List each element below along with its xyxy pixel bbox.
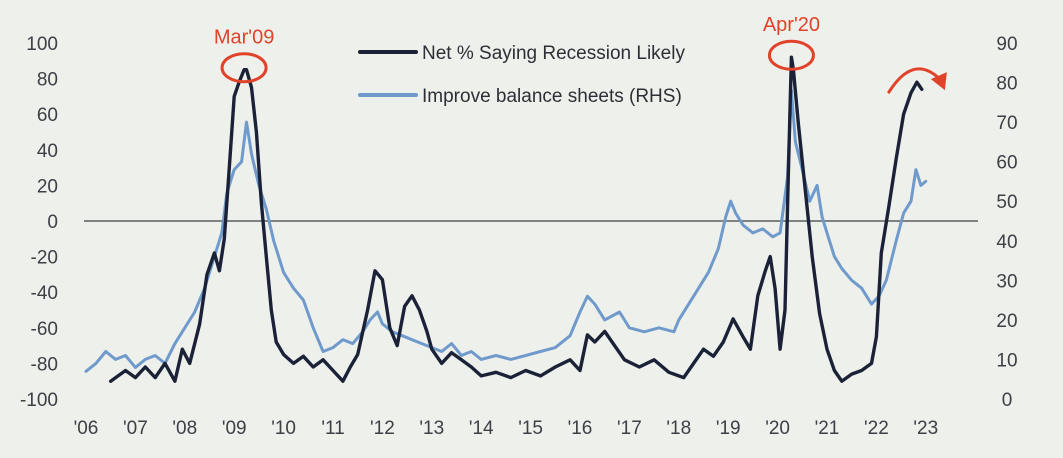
x-tick-label: '23 [913,418,938,439]
x-tick-label: '09 [222,418,247,439]
y-left-tick-label: -40 [31,283,58,304]
series-group [84,55,928,383]
y-right-tick-label: 60 [996,153,1017,174]
x-tick-label: '10 [271,418,296,439]
annotation-label: Mar'09 [214,27,275,49]
y-left-tick-label: 20 [37,176,58,197]
y-left-tick-label: -20 [31,248,58,269]
y-left-tick-label: 100 [26,34,58,55]
x-tick-label: '19 [716,418,741,439]
annotation-arrowhead [930,72,947,91]
y-right-tick-label: 10 [996,350,1017,371]
annotation-arrow [887,67,941,94]
x-tick-label: '20 [765,418,790,439]
y-left-tick-label: 40 [37,141,58,162]
x-tick-label: '21 [815,418,840,439]
x-tick-label: '13 [419,418,444,439]
annotations: Mar'09 Apr'20 [214,14,947,94]
x-tick-label: '14 [469,418,494,439]
y-right-tick-label: 50 [996,192,1017,213]
y-left-tick-label: -80 [31,354,58,375]
y-right-tick-label: 40 [996,232,1017,253]
x-tick-label: '06 [74,418,99,439]
x-tick-label: '07 [123,418,148,439]
y-right-tick-label: 30 [996,271,1017,292]
x-tick-label: '16 [568,418,593,439]
x-tick-label: '17 [617,418,642,439]
y-right-tick-label: 90 [996,34,1017,55]
x-tick-label: '22 [864,418,889,439]
series-line-balance-sheets [84,89,928,373]
y-right-tick-label: 20 [996,311,1017,332]
y-left-tick-label: 60 [37,105,58,126]
annotation-circle [220,52,268,84]
axes: 100806040200-20-40-60-80-100908070605040… [20,34,1018,439]
x-tick-label: '12 [370,418,395,439]
annotation-circle [767,39,815,71]
x-tick-label: '15 [518,418,543,439]
y-right-tick-label: 80 [996,74,1017,95]
y-left-tick-label: -60 [31,319,58,340]
series-line-recession-likely [109,55,924,383]
x-tick-label: '08 [172,418,197,439]
y-right-tick-label: 0 [1002,390,1013,411]
legend-label: Net % Saying Recession Likely [422,43,685,64]
y-left-tick-label: 0 [47,212,58,233]
legend-label: Improve balance sheets (RHS) [422,86,682,107]
x-tick-label: '18 [666,418,691,439]
annotation-label: Apr'20 [763,14,820,36]
legend: Net % Saying Recession Likely Improve bal… [358,43,685,107]
x-tick-label: '11 [321,418,344,439]
y-left-tick-label: -100 [20,390,58,411]
y-right-tick-label: 70 [996,113,1017,134]
y-left-tick-label: 80 [37,70,58,91]
